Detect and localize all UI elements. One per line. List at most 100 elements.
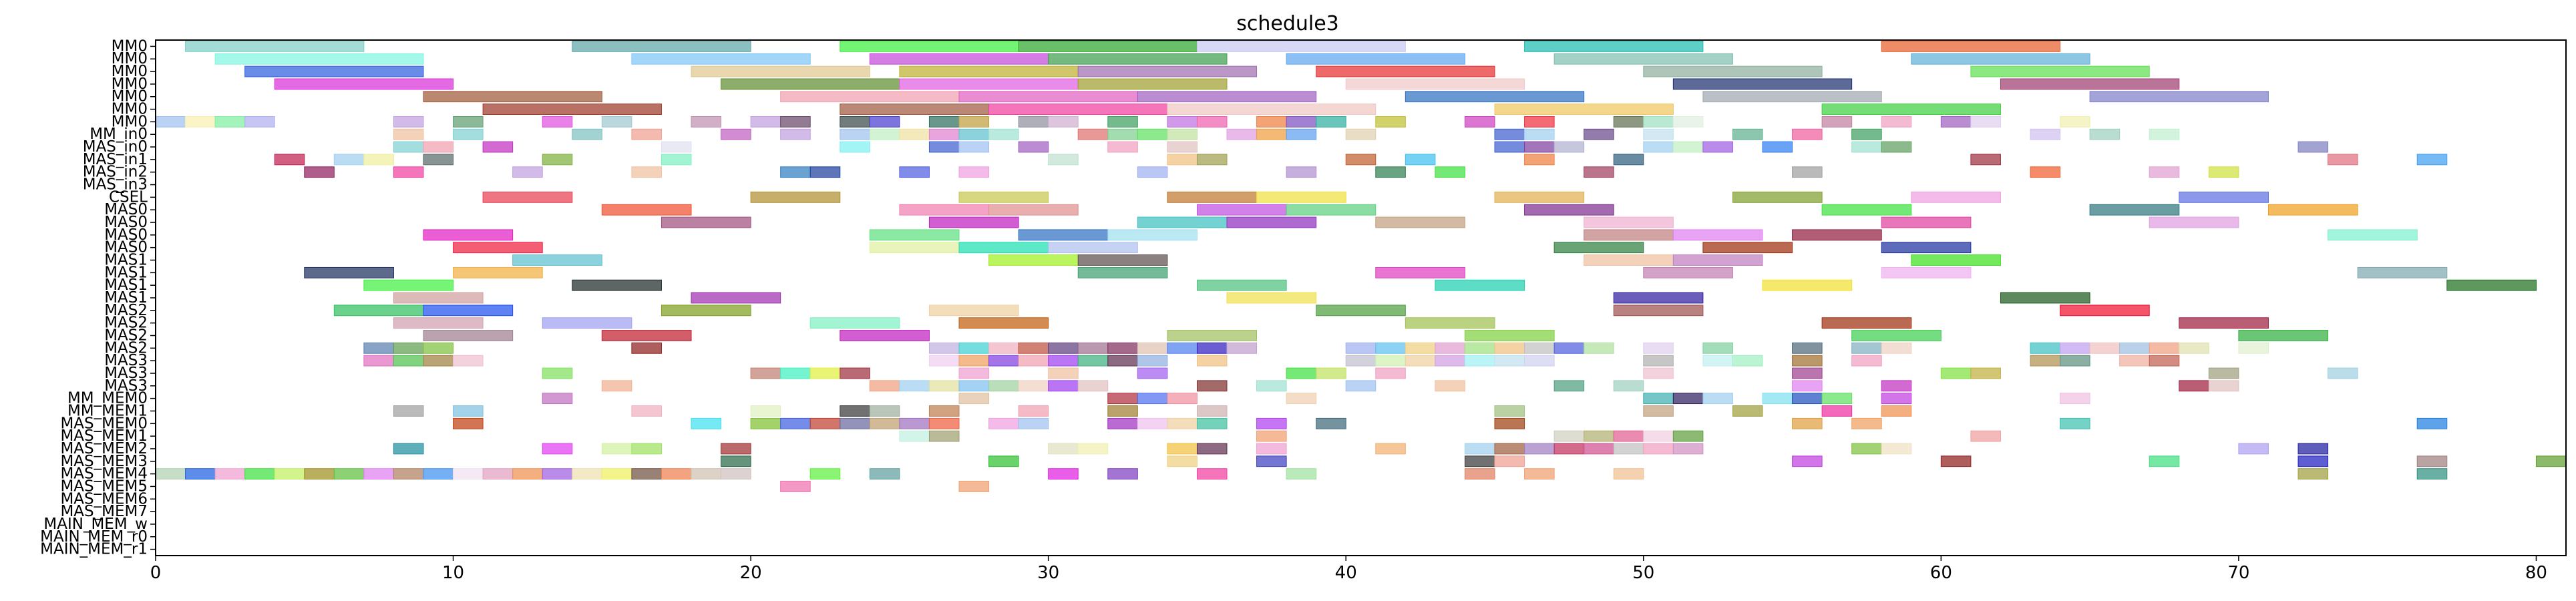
task-bar-row-4-29 bbox=[780, 91, 960, 103]
task-bar-row-25-283 bbox=[453, 355, 484, 367]
task-bar-row-32-416 bbox=[1464, 443, 1495, 455]
y-tick-label: MM0 bbox=[112, 50, 148, 67]
task-bar-row-9-135 bbox=[1405, 154, 1436, 166]
task-bar-row-8-105 bbox=[393, 141, 424, 153]
y-tick-label: MAS_in0 bbox=[83, 138, 148, 156]
task-bar-row-24-256 bbox=[1167, 342, 1198, 354]
task-bar-row-35-471 bbox=[780, 481, 811, 492]
task-bar-row-28-348 bbox=[1137, 393, 1168, 405]
task-bar-row-6-63 bbox=[1316, 116, 1346, 128]
y-tick-label: MAIN_MEM_r1 bbox=[40, 541, 148, 558]
task-bar-row-1-11 bbox=[1286, 53, 1465, 65]
task-bar-row-13-170 bbox=[1196, 204, 1287, 216]
task-bar-row-25-281 bbox=[393, 355, 424, 367]
task-bar-row-18-208 bbox=[1375, 266, 1465, 278]
y-tick-label: MM_in0 bbox=[89, 126, 148, 143]
task-bar-row-25-302 bbox=[1732, 355, 1763, 367]
task-bar-row-25-299 bbox=[1524, 355, 1555, 367]
y-tick-label: MM0 bbox=[112, 63, 148, 80]
task-bar-row-33-437 bbox=[2297, 455, 2329, 467]
task-bar-row-7-89 bbox=[1137, 128, 1168, 140]
task-bar-row-25-306 bbox=[2060, 355, 2090, 367]
y-tick-label: MAS2 bbox=[104, 327, 148, 344]
y-tick-label: CSEL bbox=[109, 188, 148, 206]
y-tick-label: MAS_in2 bbox=[83, 164, 148, 181]
task-bar-row-30-387 bbox=[1167, 417, 1198, 429]
task-bar-row-16-192 bbox=[453, 242, 543, 254]
task-bar-row-15-189 bbox=[1672, 229, 1763, 241]
x-axis: 0 10 20 30 40 50 60 70 80 bbox=[150, 556, 2547, 583]
task-bar-row-6-42 bbox=[185, 116, 216, 128]
task-bar-row-32-417 bbox=[1494, 443, 1525, 455]
task-bar-row-5-39 bbox=[1494, 104, 1674, 115]
task-bar-row-32-408 bbox=[631, 443, 662, 455]
task-bar-row-32-409 bbox=[721, 443, 751, 455]
task-bar-row-13-173 bbox=[1821, 204, 1912, 216]
task-bar-row-29-365 bbox=[928, 405, 960, 417]
task-bar-row-29-371 bbox=[1732, 405, 1763, 417]
task-bar-row-14-181 bbox=[1584, 216, 1674, 228]
task-bar-row-12-161 bbox=[1167, 191, 1258, 203]
task-bar-row-9-127 bbox=[363, 154, 394, 166]
task-bar-row-6-68 bbox=[1643, 116, 1674, 128]
task-bar-row-22-232 bbox=[809, 317, 900, 329]
task-bar-row-27-329 bbox=[928, 380, 960, 392]
task-bar-row-35-472 bbox=[958, 481, 990, 492]
task-bar-row-31-404 bbox=[1970, 430, 2001, 442]
task-bar-row-25-300 bbox=[1643, 355, 1674, 367]
task-bar-row-24-270 bbox=[1792, 342, 1823, 354]
task-bar-row-6-61 bbox=[1256, 116, 1287, 128]
task-bar-row-24-247 bbox=[631, 342, 662, 354]
task-bar-row-10-153 bbox=[1584, 166, 1614, 178]
task-bar-row-14-179 bbox=[1226, 216, 1317, 228]
task-bar-row-34-466 bbox=[1464, 468, 1495, 480]
task-bar-row-21-228 bbox=[1613, 305, 1704, 317]
task-bar-row-33-436 bbox=[2149, 455, 2180, 467]
task-bar-row-22-233 bbox=[958, 317, 1049, 329]
task-bar-row-31-399 bbox=[1553, 430, 1585, 442]
task-bar-row-10-144 bbox=[631, 166, 662, 178]
task-bar-row-28-354 bbox=[1762, 393, 1793, 405]
task-bar-row-8-122 bbox=[1851, 141, 1882, 153]
task-bar-row-24-265 bbox=[1524, 342, 1555, 354]
task-bar-row-6-55 bbox=[958, 116, 990, 128]
task-bar-row-7-94 bbox=[1345, 128, 1376, 140]
task-bar-row-6-67 bbox=[1613, 116, 1644, 128]
task-bar-row-3-24 bbox=[1077, 78, 1228, 90]
task-bar-row-30-391 bbox=[1494, 417, 1525, 429]
task-bar-row-22-230 bbox=[393, 317, 484, 329]
task-bar-row-27-328 bbox=[899, 380, 930, 392]
task-bar-row-13-171 bbox=[1286, 204, 1376, 216]
task-bar-row-10-146 bbox=[809, 166, 841, 178]
task-bar-row-6-48 bbox=[601, 116, 632, 128]
task-bar-row-24-260 bbox=[1375, 342, 1406, 354]
task-bar-row-28-355 bbox=[1792, 393, 1823, 405]
task-bar-row-18-205 bbox=[304, 266, 394, 278]
task-bar-row-7-96 bbox=[1524, 128, 1555, 140]
task-bar-row-15-190 bbox=[1792, 229, 1882, 241]
task-bar-row-19-215 bbox=[1435, 279, 1525, 291]
task-bar-row-30-379 bbox=[840, 417, 870, 429]
task-bar-row-32-419 bbox=[1553, 443, 1585, 455]
task-bar-row-24-264 bbox=[1494, 342, 1525, 354]
task-bar-row-32-406 bbox=[542, 443, 573, 455]
task-bar-row-9-128 bbox=[423, 154, 454, 166]
task-bar-row-16-195 bbox=[1048, 242, 1138, 254]
task-bar-row-7-78 bbox=[631, 128, 662, 140]
task-bar-row-17-200 bbox=[988, 254, 1079, 266]
task-bar-row-8-117 bbox=[1553, 141, 1585, 153]
task-bar-row-26-323 bbox=[1970, 367, 2001, 379]
task-bar-row-27-341 bbox=[1792, 380, 1823, 392]
task-bar-row-28-352 bbox=[1672, 393, 1704, 405]
task-bar-row-22-231 bbox=[542, 317, 632, 329]
task-bar-row-6-43 bbox=[214, 116, 246, 128]
task-bar-row-10-142 bbox=[393, 166, 424, 178]
task-bar-row-23-237 bbox=[423, 330, 514, 341]
task-bar-row-25-291 bbox=[1137, 355, 1168, 367]
task-bar-row-33-428 bbox=[721, 455, 751, 467]
task-bar-row-28-358 bbox=[2060, 393, 2090, 405]
y-tick-label: MAS1 bbox=[104, 264, 148, 281]
task-bar-row-29-372 bbox=[1821, 405, 1853, 417]
task-bar-row-26-320 bbox=[1643, 367, 1674, 379]
task-bar-row-1-7 bbox=[214, 53, 424, 65]
